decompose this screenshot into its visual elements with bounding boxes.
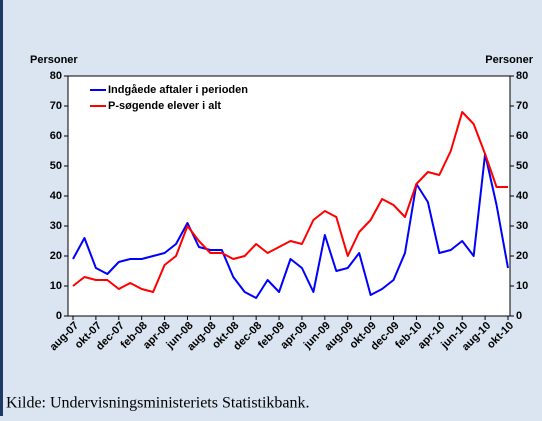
y2-tick-label: 80 <box>516 70 528 82</box>
y2-tick-label: 70 <box>516 100 528 112</box>
y2-axis-label: Personer <box>485 54 533 66</box>
y-tick-label: 20 <box>50 250 62 262</box>
y-tick-label: 60 <box>50 130 62 142</box>
y-tick-label: 40 <box>50 190 62 202</box>
y-tick-label: 80 <box>50 70 62 82</box>
plot-area <box>67 75 511 317</box>
x-tick-label: aug-07 <box>48 320 82 354</box>
legend-label: Indgåede aftaler i perioden <box>108 84 248 96</box>
y-tick-label: 70 <box>50 100 62 112</box>
y2-tick-label: 0 <box>516 310 522 322</box>
y-tick-label: 0 <box>56 310 62 322</box>
y2-tick-label: 50 <box>516 160 528 172</box>
y-tick-label: 30 <box>50 220 62 232</box>
y2-tick-label: 40 <box>516 190 528 202</box>
legend-label: P-søgende elever i alt <box>108 100 221 112</box>
y-tick-label: 50 <box>50 160 62 172</box>
panel-border <box>0 0 3 416</box>
y-tick-label: 10 <box>50 280 62 292</box>
series-line <box>72 111 508 293</box>
y2-tick-label: 20 <box>516 250 528 262</box>
y2-tick-label: 60 <box>516 130 528 142</box>
series-line <box>72 153 509 299</box>
source: Kilde: Undervisningsministeriets Statist… <box>6 395 310 412</box>
y2-tick-label: 10 <box>516 280 528 292</box>
y-axis-label: Personer <box>30 54 78 66</box>
y2-tick-label: 30 <box>516 220 528 232</box>
